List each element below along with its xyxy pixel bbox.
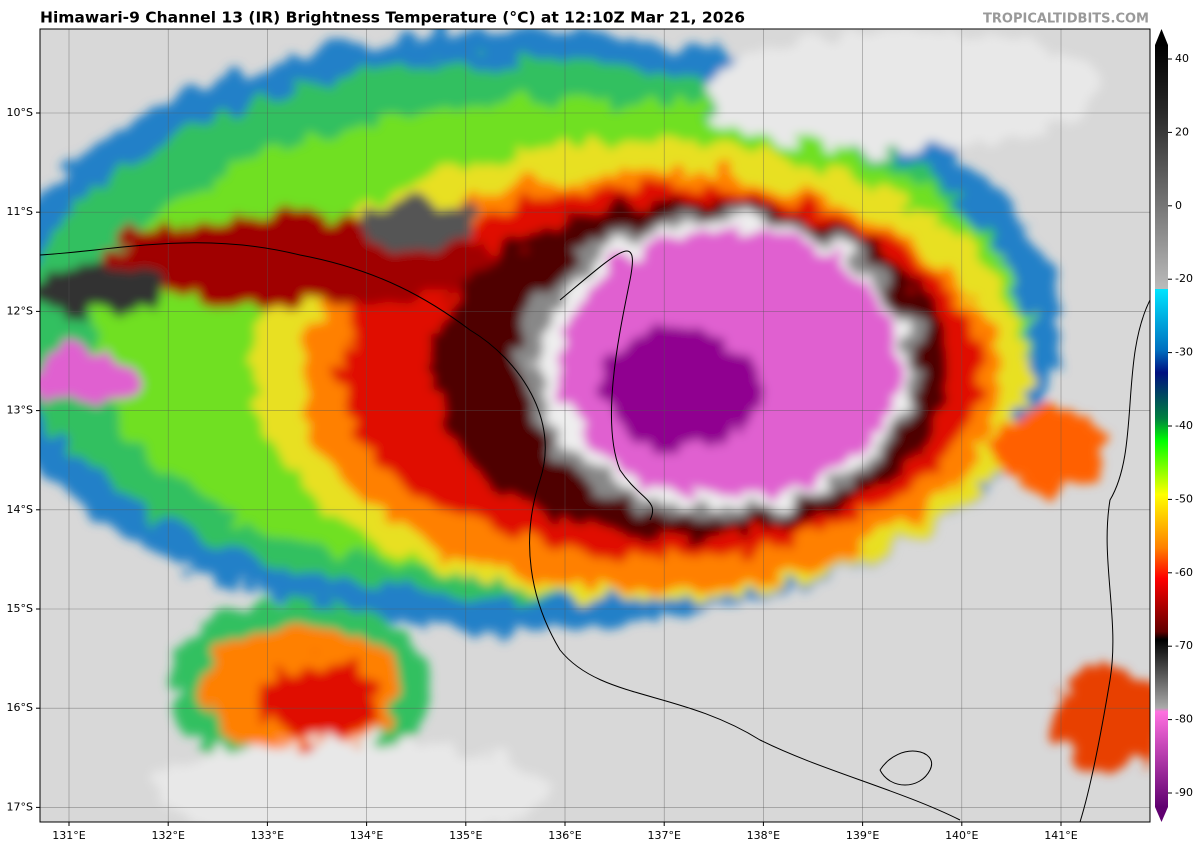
colorbar-tick-label: 0 bbox=[1175, 199, 1182, 212]
lat-label: 15°S bbox=[7, 602, 33, 615]
colorbar-tick-label: -60 bbox=[1175, 566, 1193, 579]
colorbar-tick-label: 20 bbox=[1175, 125, 1189, 138]
colorbar-tick-label: -40 bbox=[1175, 419, 1193, 432]
lon-label: 135°E bbox=[449, 829, 482, 842]
colorbar-tick-label: -70 bbox=[1175, 639, 1193, 652]
colorbar-tick-label: 40 bbox=[1175, 52, 1189, 65]
lon-label: 136°E bbox=[548, 829, 581, 842]
title: Himawari-9 Channel 13 (IR) Brightness Te… bbox=[40, 9, 745, 27]
lon-label: 138°E bbox=[747, 829, 780, 842]
satellite-image bbox=[40, 29, 1150, 822]
lon-label: 141°E bbox=[1044, 829, 1077, 842]
lon-label: 140°E bbox=[945, 829, 978, 842]
lon-label: 132°E bbox=[151, 829, 184, 842]
colorbar-tick-label: -80 bbox=[1175, 713, 1193, 726]
lon-label: 134°E bbox=[350, 829, 383, 842]
lon-label: 133°E bbox=[251, 829, 284, 842]
lon-label: 131°E bbox=[52, 829, 85, 842]
lon-label: 139°E bbox=[846, 829, 879, 842]
colorbar-tick-label: -20 bbox=[1175, 272, 1193, 285]
colorbar-tick-label: -30 bbox=[1175, 346, 1193, 359]
lat-label: 14°S bbox=[7, 503, 33, 516]
lat-label: 16°S bbox=[7, 701, 33, 714]
lon-label: 137°E bbox=[647, 829, 680, 842]
lat-label: 10°S bbox=[7, 106, 33, 119]
colorbar-extend-bottom bbox=[1155, 807, 1168, 822]
source-watermark: TROPICALTIDBITS.COM bbox=[983, 12, 1149, 27]
lat-label: 12°S bbox=[7, 304, 33, 317]
lat-label: 17°S bbox=[7, 800, 33, 813]
colorbar-extend-top bbox=[1155, 29, 1168, 45]
lat-label: 11°S bbox=[7, 205, 33, 218]
colorbar-tick-label: -90 bbox=[1175, 786, 1193, 799]
colorbar bbox=[1155, 45, 1168, 807]
colorbar-tick-label: -50 bbox=[1175, 492, 1193, 505]
lat-label: 13°S bbox=[7, 404, 33, 417]
map-frame bbox=[39, 28, 1151, 823]
